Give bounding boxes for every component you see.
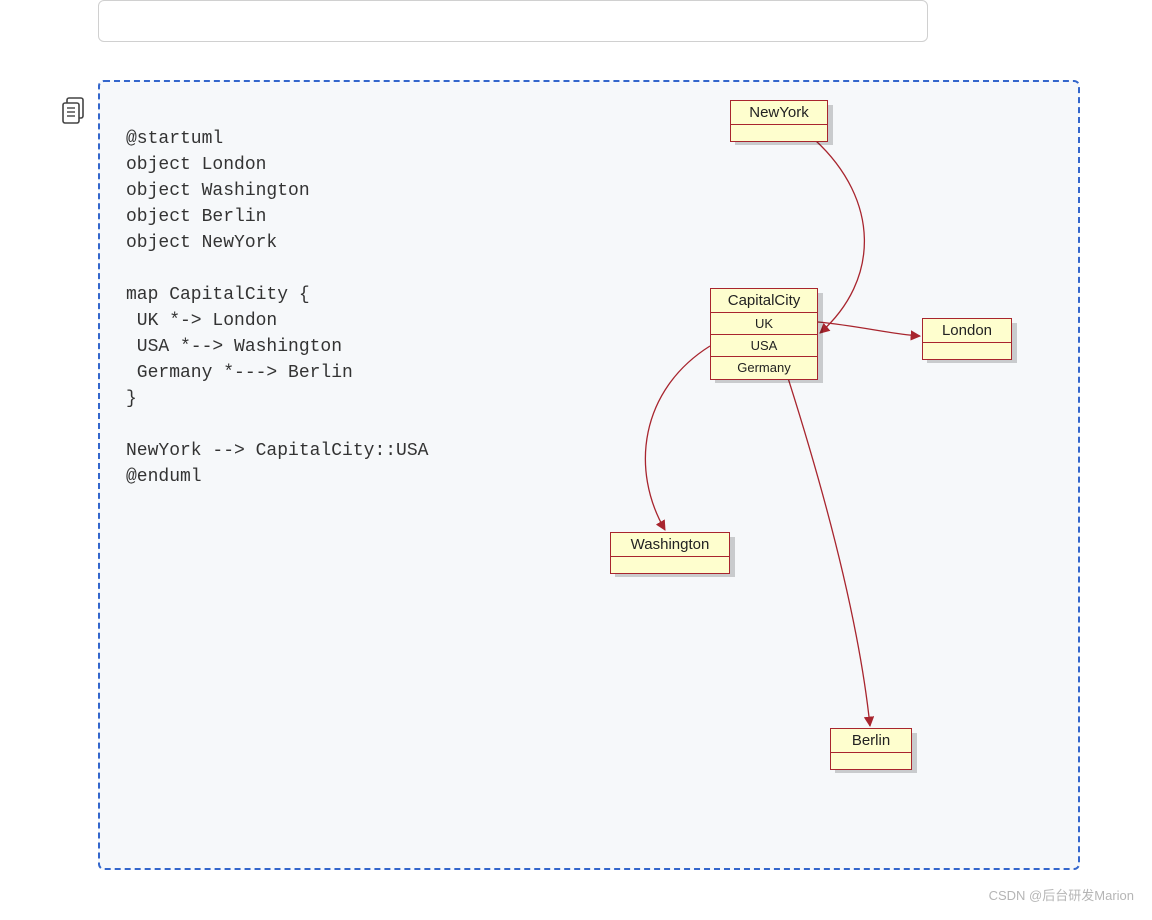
node-london: London xyxy=(922,318,1012,360)
map-row: UK xyxy=(711,313,817,335)
edge xyxy=(788,378,870,726)
node-newyork: NewYork xyxy=(730,100,828,142)
node-washington: Washington xyxy=(610,532,730,574)
node-title: Berlin xyxy=(831,729,911,753)
node-title: Washington xyxy=(611,533,729,557)
node-body xyxy=(923,343,1011,359)
map-row: Germany xyxy=(711,357,817,379)
edges-layer xyxy=(560,90,1080,860)
node-title: CapitalCity xyxy=(711,289,817,313)
edge xyxy=(818,322,920,336)
node-body xyxy=(831,753,911,769)
node-capitalcity: CapitalCityUKUSAGermany xyxy=(710,288,818,380)
node-body xyxy=(731,125,827,141)
node-berlin: Berlin xyxy=(830,728,912,770)
node-title: NewYork xyxy=(731,101,827,125)
watermark: CSDN @后台研发Marion xyxy=(989,885,1134,904)
edge xyxy=(645,346,710,530)
plantuml-source: @startuml object London object Washingto… xyxy=(126,126,428,490)
copy-icon[interactable] xyxy=(60,96,88,126)
node-title: London xyxy=(923,319,1011,343)
map-row: USA xyxy=(711,335,817,357)
top-empty-box xyxy=(98,0,928,42)
uml-diagram: NewYork CapitalCityUKUSAGermany London Wash… xyxy=(560,90,1080,860)
node-body xyxy=(611,557,729,573)
